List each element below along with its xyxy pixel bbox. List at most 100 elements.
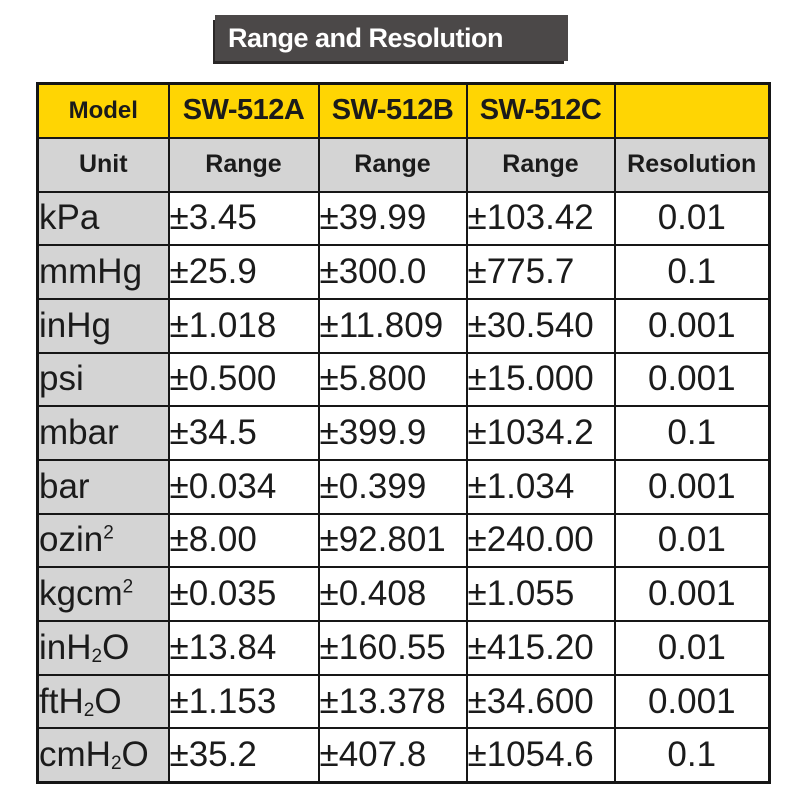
range-header-cell: Range <box>465 136 616 193</box>
unit-cell: psi <box>36 351 170 408</box>
unit-header-cell: Unit <box>36 136 170 193</box>
range-cell-sw512a: ±0.500 <box>167 351 320 408</box>
range-cell-sw512c: ±1034.2 <box>465 405 616 461</box>
range-cell-sw512b: ±160.55 <box>317 620 468 676</box>
unit-text: 2 <box>110 752 122 774</box>
unit-text: psi <box>39 359 84 399</box>
range-cell-sw512b: ±0.408 <box>317 566 468 622</box>
resolution-cell: 0.1 <box>613 405 771 461</box>
range-cell-sw512a: ±1.153 <box>167 673 320 730</box>
table-row: bar ±0.034 ±0.399 ±1.034 0.001 <box>36 458 771 515</box>
range-cell-sw512c: ±240.00 <box>465 512 616 569</box>
range-cell-sw512b: ±0.399 <box>317 458 468 515</box>
model-row: Model SW-512A SW-512B SW-512C <box>36 82 771 139</box>
unit-cell: inHg <box>36 297 170 354</box>
range-cell-sw512a: ±35.2 <box>167 727 320 784</box>
unit-text: bar <box>39 466 90 506</box>
unit-text: 2 <box>83 699 95 721</box>
table-row: inH2O ±13.84 ±160.55 ±415.20 0.01 <box>36 620 771 676</box>
resolution-cell: 0.1 <box>613 727 771 784</box>
unit-text: kPa <box>39 198 100 238</box>
unit-cell: bar <box>36 458 170 515</box>
range-cell-sw512b: ±11.809 <box>317 297 468 354</box>
unit-text: 2 <box>122 576 134 598</box>
resolution-cell: 0.001 <box>613 673 771 730</box>
range-cell-sw512c: ±30.540 <box>465 297 616 354</box>
resolution-cell: 0.001 <box>613 458 771 515</box>
range-cell-sw512a: ±3.45 <box>167 190 320 247</box>
resolution-cell: 0.1 <box>613 244 771 300</box>
unit-text: inHg <box>39 305 111 345</box>
table-row: mbar ±34.5 ±399.9 ±1034.2 0.1 <box>36 405 771 461</box>
subhead-row: Unit Range Range Range Resolution <box>36 136 771 193</box>
unit-cell: cmH2O <box>36 727 170 784</box>
unit-cell: mbar <box>36 405 170 461</box>
range-cell-sw512b: ±13.378 <box>317 673 468 730</box>
resolution-header-cell: Resolution <box>613 136 771 193</box>
table-body: kPa ±3.45 ±39.99 ±103.42 0.01 mmHg ±25.9 ±300.0… <box>36 190 771 784</box>
unit-text: cmH <box>39 734 111 774</box>
range-cell-sw512c: ±1.055 <box>465 566 616 622</box>
model-name-cell: SW-512C <box>465 82 616 139</box>
range-cell-sw512b: ±300.0 <box>317 244 468 300</box>
table-row: ozin2 ±8.00 ±92.801 ±240.00 0.01 <box>36 512 771 569</box>
range-cell-sw512b: ±399.9 <box>317 405 468 461</box>
unit-text: 2 <box>103 522 114 544</box>
range-cell-sw512c: ±1054.6 <box>465 727 616 784</box>
unit-cell: kPa <box>36 190 170 247</box>
range-cell-sw512c: ±34.600 <box>465 673 616 730</box>
table-row: kPa ±3.45 ±39.99 ±103.42 0.01 <box>36 190 771 247</box>
range-cell-sw512a: ±34.5 <box>167 405 320 461</box>
unit-text: O <box>121 734 149 774</box>
unit-text: O <box>102 627 130 667</box>
unit-text: inH <box>39 627 92 667</box>
range-cell-sw512a: ±1.018 <box>167 297 320 354</box>
range-cell-sw512b: ±5.800 <box>317 351 468 408</box>
model-name-cell: SW-512B <box>317 82 468 139</box>
table-row: inHg ±1.018 ±11.809 ±30.540 0.001 <box>36 297 771 354</box>
range-resolution-table: Model SW-512A SW-512B SW-512C Unit Range Range… <box>36 82 771 784</box>
range-header-cell: Range <box>317 136 468 193</box>
range-cell-sw512a: ±13.84 <box>167 620 320 676</box>
table-row: psi ±0.500 ±5.800 ±15.000 0.001 <box>36 351 771 408</box>
range-cell-sw512b: ±92.801 <box>317 512 468 569</box>
range-header-cell: Range <box>167 136 320 193</box>
range-cell-sw512a: ±8.00 <box>167 512 320 569</box>
title-banner: Range and Resolution <box>215 15 568 61</box>
table-row: mmHg ±25.9 ±300.0 ±775.7 0.1 <box>36 244 771 300</box>
unit-cell: ftH2O <box>36 673 170 730</box>
range-cell-sw512c: ±775.7 <box>465 244 616 300</box>
page-title: Range and Resolution <box>228 22 504 53</box>
unit-text: ozin <box>39 520 104 560</box>
model-header-cell: Model <box>36 82 170 139</box>
unit-text: 2 <box>91 645 103 667</box>
unit-text: O <box>94 681 122 721</box>
range-cell-sw512a: ±0.034 <box>167 458 320 515</box>
unit-text: mbar <box>39 413 119 453</box>
range-cell-sw512c: ±1.034 <box>465 458 616 515</box>
unit-cell: inH2O <box>36 620 170 676</box>
range-cell-sw512b: ±39.99 <box>317 190 468 247</box>
model-name-cell: SW-512A <box>167 82 320 139</box>
unit-text: kgcm <box>39 574 123 614</box>
unit-cell: kgcm2 <box>36 566 170 622</box>
resolution-cell: 0.01 <box>613 190 771 247</box>
model-empty-cell <box>613 82 771 139</box>
resolution-cell: 0.001 <box>613 351 771 408</box>
unit-text: ftH <box>39 681 84 721</box>
resolution-cell: 0.001 <box>613 566 771 622</box>
range-cell-sw512c: ±103.42 <box>465 190 616 247</box>
table-row: cmH2O ±35.2 ±407.8 ±1054.6 0.1 <box>36 727 771 784</box>
unit-text: mmHg <box>39 252 143 292</box>
resolution-cell: 0.001 <box>613 297 771 354</box>
range-cell-sw512a: ±0.035 <box>167 566 320 622</box>
range-cell-sw512a: ±25.9 <box>167 244 320 300</box>
range-cell-sw512c: ±415.20 <box>465 620 616 676</box>
unit-cell: ozin2 <box>36 512 170 569</box>
unit-cell: mmHg <box>36 244 170 300</box>
table-row: ftH2O ±1.153 ±13.378 ±34.600 0.001 <box>36 673 771 730</box>
table-row: kgcm2 ±0.035 ±0.408 ±1.055 0.001 <box>36 566 771 622</box>
range-cell-sw512b: ±407.8 <box>317 727 468 784</box>
resolution-cell: 0.01 <box>613 620 771 676</box>
